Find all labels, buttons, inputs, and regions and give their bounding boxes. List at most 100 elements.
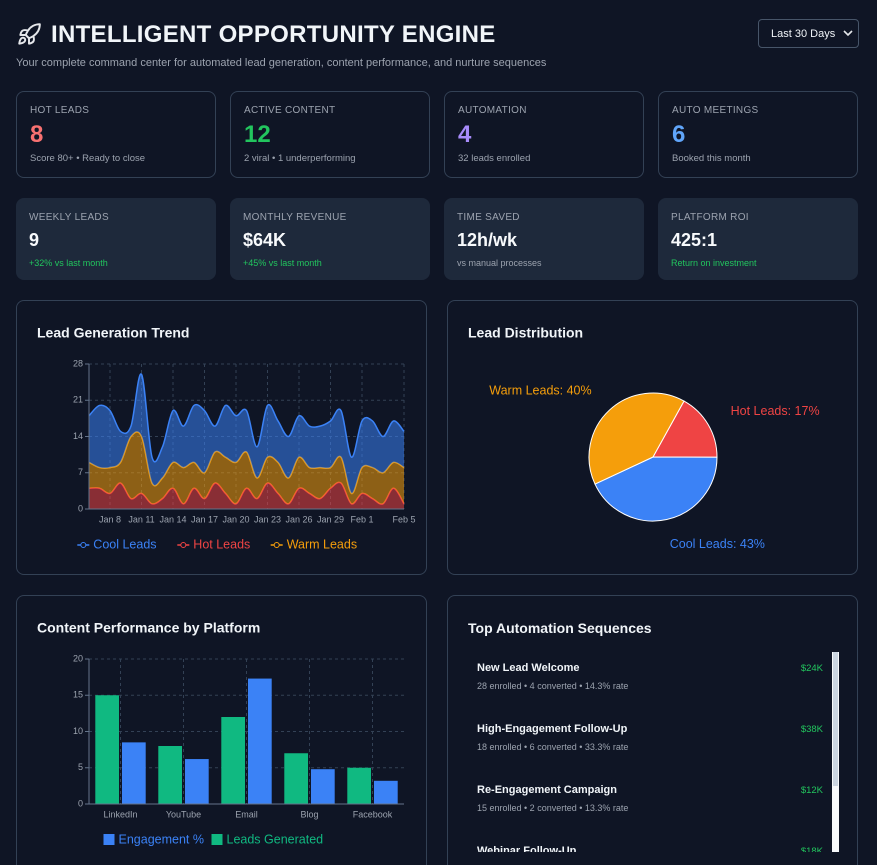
sequences-panel: Top Automation Sequences New Lead Welcom…	[447, 595, 858, 865]
y-tick-label: 0	[78, 503, 83, 513]
kpi-value: 8	[30, 121, 44, 148]
kpi-label: AUTO MEETINGS	[672, 105, 759, 116]
stat-value: $64K	[243, 230, 287, 250]
legend-label: Warm Leads	[287, 537, 357, 551]
stat-card: TIME SAVED 12h/wk vs manual processes	[444, 198, 644, 280]
x-tick-label: Jan 17	[191, 514, 218, 524]
y-tick-label: 14	[73, 431, 83, 441]
platform-panel: Content Performance by Platform 0 5 10 15 20 L…	[16, 595, 427, 865]
y-tick-label: 21	[73, 395, 83, 405]
x-tick-label: Jan 20	[222, 514, 249, 524]
y-tick-label: 10	[73, 726, 83, 736]
bar	[185, 759, 209, 804]
stat-card: PLATFORM ROI 425:1 Return on investment	[658, 198, 858, 280]
y-tick-label: 20	[73, 653, 83, 663]
legend-dot	[273, 542, 280, 548]
x-tick-label: Jan 29	[317, 514, 344, 524]
kpi-value: 6	[672, 121, 686, 148]
y-tick-label: 7	[78, 467, 83, 477]
x-tick-label: YouTube	[166, 809, 201, 819]
kpi-value: 4	[458, 121, 472, 148]
stat-label: PLATFORM ROI	[671, 212, 749, 223]
legend-label: Cool Leads	[93, 537, 156, 551]
x-tick-label: Feb 1	[350, 514, 373, 524]
x-tick-label: Jan 26	[285, 514, 312, 524]
sequence-item[interactable]: Webinar Follow-Up $18K	[477, 835, 827, 852]
kpi-value: 12	[244, 121, 271, 148]
sequence-name: Webinar Follow-Up	[477, 845, 577, 852]
area	[89, 482, 404, 509]
area	[89, 373, 404, 494]
distribution-chart: Lead Distribution Hot Leads: 17% Cool Lead…	[468, 325, 820, 551]
kpi-card: AUTO MEETINGS 6 Booked this month	[658, 91, 858, 178]
pie-slice	[652, 400, 718, 458]
y-tick-label: 5	[78, 762, 83, 772]
sequence-revenue: $12K	[800, 785, 823, 796]
sequence-item[interactable]: Re-Engagement Campaign 15 enrolled • 2 co…	[477, 774, 827, 824]
slice-label: Cool Leads: 43%	[670, 537, 765, 551]
page-title: INTELLIGENT OPPORTUNITY ENGINE	[51, 21, 496, 48]
bar	[95, 695, 119, 804]
page-subtitle: Your complete command center for automat…	[16, 57, 547, 69]
area	[89, 431, 404, 505]
range-select-label: Last 30 Days	[771, 27, 836, 40]
legend-dot	[80, 542, 87, 548]
bar	[248, 678, 272, 804]
legend-label: Hot Leads	[193, 537, 250, 551]
stat-note: Return on investment	[671, 258, 757, 268]
stat-note: +32% vs last month	[29, 258, 108, 268]
slice-label: Warm Leads: 40%	[489, 383, 591, 397]
stat-label: MONTHLY REVENUE	[243, 212, 347, 223]
legend-swatch	[103, 834, 115, 845]
stat-value: 9	[29, 230, 40, 250]
sequence-item[interactable]: New Lead Welcome 28 enrolled • 4 converte…	[477, 652, 827, 702]
pie-slice	[588, 392, 685, 485]
rocket-icon	[18, 23, 41, 45]
bar	[374, 780, 398, 804]
trend-panel: Lead Generation Trend 0 7 14 21 28 Jan 8 Jan 11…	[16, 300, 427, 575]
bar	[221, 717, 245, 804]
chevron	[843, 30, 853, 37]
x-tick-label: Jan 11	[128, 514, 154, 524]
sequence-revenue: $18K	[800, 846, 823, 852]
bar	[311, 769, 335, 804]
y-tick-label: 0	[78, 798, 83, 808]
kpi-label: AUTOMATION	[458, 105, 527, 116]
scrollbar-thumb[interactable]	[833, 652, 838, 786]
kpi-card: HOT LEADS 8 Score 80+ • Ready to close	[16, 91, 216, 178]
y-tick-label: 28	[73, 358, 83, 368]
bar	[347, 767, 371, 804]
sequence-revenue: $38K	[800, 724, 823, 735]
x-tick-label: Jan 14	[159, 514, 186, 524]
range-select[interactable]: Last 30 Days	[758, 19, 859, 48]
pie-slice	[594, 456, 718, 522]
sequence-detail: 18 enrolled • 6 converted • 33.3% rate	[477, 742, 629, 752]
sequence-revenue: $24K	[800, 663, 823, 674]
x-tick-label: Feb 5	[392, 514, 415, 524]
x-tick-label: Email	[235, 809, 258, 819]
panel-title: Top Automation Sequences	[468, 620, 652, 636]
stat-value: 425:1	[671, 230, 718, 250]
kpi-note: 32 leads enrolled	[458, 153, 531, 164]
stat-label: TIME SAVED	[457, 212, 520, 223]
x-tick-label: Facebook	[353, 809, 393, 819]
y-tick-label: 15	[73, 690, 83, 700]
kpi-note: 2 viral • 1 underperforming	[244, 153, 356, 164]
sequence-item[interactable]: High-Engagement Follow-Up 18 enrolled • 6…	[477, 713, 827, 763]
area-line	[88, 373, 405, 463]
kpi-note: Booked this month	[672, 153, 751, 164]
legend-swatch	[211, 834, 223, 845]
platform-chart: Content Performance by Platform 0 5 10 15 20 L…	[37, 620, 404, 846]
stat-card: WEEKLY LEADS 9 +32% vs last month	[16, 198, 216, 280]
legend-dot	[180, 542, 187, 548]
kpi-card: ACTIVE CONTENT 12 2 viral • 1 underperform…	[230, 91, 430, 178]
kpi-label: ACTIVE CONTENT	[244, 105, 336, 116]
slice-label: Hot Leads: 17%	[731, 404, 820, 418]
bar	[122, 742, 146, 804]
stat-label: WEEKLY LEADS	[29, 212, 109, 223]
legend-label: Leads Generated	[227, 832, 324, 846]
trend-chart: Lead Generation Trend 0 7 14 21 28 Jan 8 Jan 11…	[37, 325, 416, 552]
sequence-name: New Lead Welcome	[477, 662, 580, 674]
sequence-list[interactable]: New Lead Welcome 28 enrolled • 4 converte…	[477, 652, 827, 852]
